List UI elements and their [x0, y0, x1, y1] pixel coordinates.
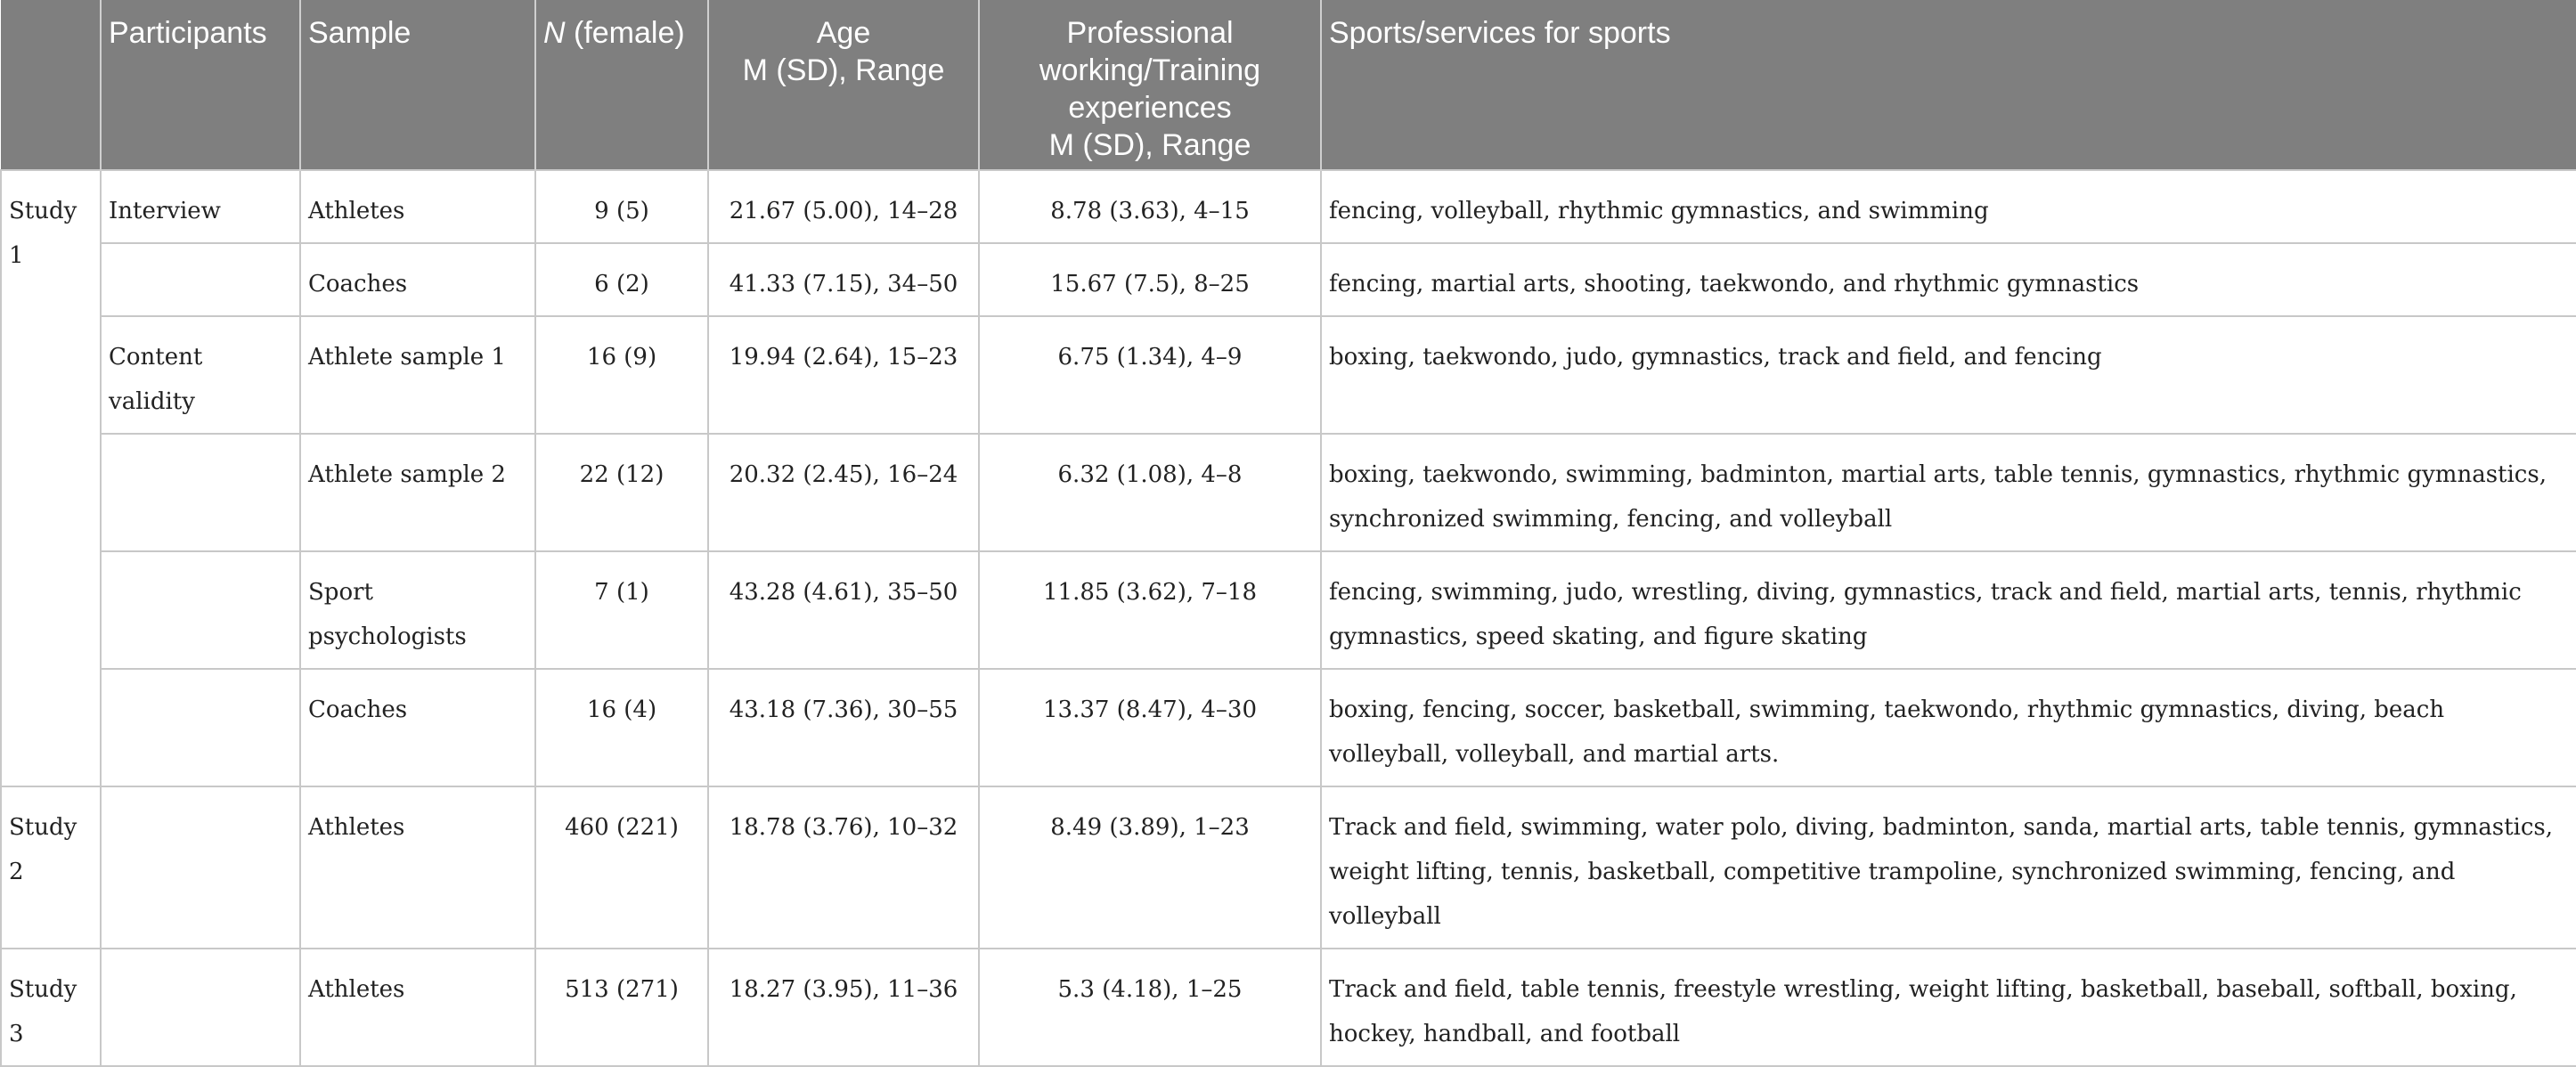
sports-cell: Track and field, swimming, water polo, d…: [1320, 786, 2576, 949]
header-participants: Participants: [101, 0, 301, 170]
sample-cell: Athlete sample 2: [299, 433, 536, 552]
n-cell: 513 (271): [534, 948, 709, 1067]
table-row: Coaches 16 (4) 43.18 (7.36), 30–55 13.37…: [1, 668, 2576, 787]
table-row: Coaches 6 (2) 41.33 (7.15), 34–50 15.67 …: [1, 242, 2576, 317]
table-row: Content validity Athlete sample 1 16 (9)…: [1, 315, 2576, 435]
experience-cell: 6.32 (1.08), 4–8: [978, 433, 1322, 552]
participants-cell: Content validity: [100, 315, 301, 435]
age-cell: 19.94 (2.64), 15–23: [707, 315, 980, 435]
experience-cell: 8.49 (3.89), 1–23: [978, 786, 1322, 949]
experience-cell: 13.37 (8.47), 4–30: [978, 668, 1322, 787]
sample-cell: Coaches: [299, 668, 536, 787]
header-sports: Sports/services for sports: [1321, 0, 2576, 170]
participants-cell: [100, 948, 301, 1067]
experience-cell: 15.67 (7.5), 8–25: [978, 242, 1322, 317]
n-cell: 6 (2): [534, 242, 709, 317]
n-cell: 22 (12): [534, 433, 709, 552]
study-cell: Study 1: [0, 169, 102, 787]
sports-cell: boxing, fencing, soccer, basketball, swi…: [1320, 668, 2576, 787]
header-blank: [1, 0, 102, 170]
sports-cell: boxing, taekwondo, judo, gymnastics, tra…: [1320, 315, 2576, 435]
experience-cell: 11.85 (3.62), 7–18: [978, 550, 1322, 670]
age-cell: 18.78 (3.76), 10–32: [707, 786, 980, 949]
table-row: Sport psychologists 7 (1) 43.28 (4.61), …: [1, 550, 2576, 670]
header-sample: Sample: [300, 0, 536, 170]
table-header: Participants Sample N (female) Age M (SD…: [1, 0, 2576, 170]
sports-cell: fencing, martial arts, shooting, taekwon…: [1320, 242, 2576, 317]
n-cell: 16 (4): [534, 668, 709, 787]
age-cell: 18.27 (3.95), 11–36: [707, 948, 980, 1067]
age-cell: 21.67 (5.00), 14–28: [707, 169, 980, 244]
participants-cell: Interview: [100, 169, 301, 244]
header-n-female: N (female): [535, 0, 709, 170]
header-exp-line1: Professional: [1066, 16, 1234, 50]
table-row: Study 3 Athletes 513 (271) 18.27 (3.95),…: [0, 948, 2576, 1067]
experience-cell: 5.3 (4.18), 1–25: [978, 948, 1322, 1067]
study-cell: Study 2: [0, 786, 102, 949]
table-row: Study 1 Interview Athletes 9 (5) 21.67 (…: [0, 169, 2576, 787]
experience-cell: 6.75 (1.34), 4–9: [978, 315, 1322, 435]
table-row: Study 2 Athletes 460 (221) 18.78 (3.76),…: [0, 786, 2576, 949]
participants-cell: [100, 242, 301, 317]
header-age-line1: Age: [816, 16, 871, 50]
participants-cell: [100, 433, 301, 552]
age-cell: 41.33 (7.15), 34–50: [707, 242, 980, 317]
header-exp-line2: working/Training: [1039, 53, 1261, 87]
sample-cell: Athletes: [299, 786, 536, 949]
age-cell: 43.18 (7.36), 30–55: [707, 668, 980, 787]
sample-cell: Athletes: [299, 169, 536, 244]
n-cell: 460 (221): [534, 786, 709, 949]
participants-cell: [100, 550, 301, 670]
sports-cell: fencing, swimming, judo, wrestling, divi…: [1320, 550, 2576, 670]
header-age-line2: M (SD), Range: [742, 53, 945, 87]
age-cell: 20.32 (2.45), 16–24: [707, 433, 980, 552]
header-exp-line3: experiences: [1068, 91, 1232, 125]
age-cell: 43.28 (4.61), 35–50: [707, 550, 980, 670]
table-body: Study 1 Interview Athletes 9 (5) 21.67 (…: [0, 169, 2576, 1067]
header-experience: Professional working/Training experience…: [979, 0, 1322, 170]
participants-cell: [100, 668, 301, 787]
sample-cell: Coaches: [299, 242, 536, 317]
experience-cell: 8.78 (3.63), 4–15: [978, 169, 1322, 244]
sports-cell: fencing, volleyball, rhythmic gymnastics…: [1320, 169, 2576, 244]
sports-cell: Track and field, table tennis, freestyle…: [1320, 948, 2576, 1067]
participants-cell: [100, 786, 301, 949]
header-exp-line4: M (SD), Range: [1048, 128, 1251, 162]
sports-cell: boxing, taekwondo, swimming, badminton, …: [1320, 433, 2576, 552]
header-n-suffix: (female): [565, 16, 685, 50]
study-cell: Study 3: [0, 948, 102, 1067]
n-cell: 9 (5): [534, 169, 709, 244]
n-cell: 16 (9): [534, 315, 709, 435]
n-cell: 7 (1): [534, 550, 709, 670]
table-row: Athlete sample 2 22 (12) 20.32 (2.45), 1…: [1, 433, 2576, 552]
sample-cell: Athletes: [299, 948, 536, 1067]
header-age: Age M (SD), Range: [708, 0, 980, 170]
sample-cell: Athlete sample 1: [299, 315, 536, 435]
sample-cell: Sport psychologists: [299, 550, 536, 670]
header-n-symbol: N: [543, 16, 566, 50]
